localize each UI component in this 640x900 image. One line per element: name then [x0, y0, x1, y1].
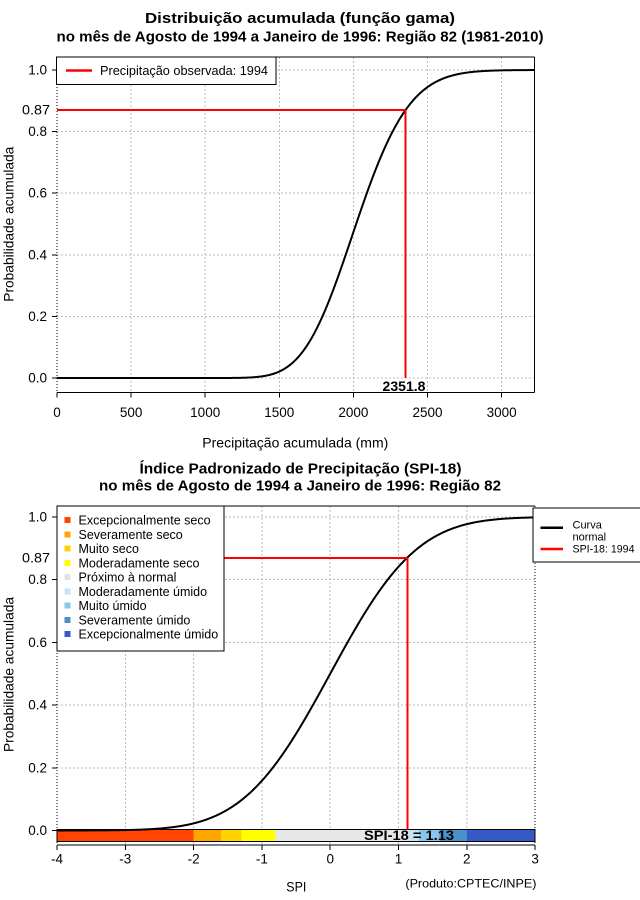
svg-text:2: 2 [463, 852, 471, 867]
svg-text:0.6: 0.6 [28, 635, 47, 650]
svg-text:Próximo à normal: Próximo à normal [79, 571, 177, 585]
svg-text:Muito úmido: Muito úmido [79, 599, 147, 613]
svg-text:0.2: 0.2 [28, 760, 47, 775]
svg-text:0.0: 0.0 [28, 823, 47, 838]
svg-text:Severamente seco: Severamente seco [79, 528, 183, 542]
svg-text:Moderadamente seco: Moderadamente seco [79, 556, 200, 570]
svg-text:1000: 1000 [190, 405, 220, 420]
svg-text:SPI-18: 1994: SPI-18: 1994 [573, 544, 635, 556]
svg-text:3: 3 [531, 852, 539, 867]
svg-text:-4: -4 [51, 852, 63, 867]
svg-text:-1: -1 [256, 852, 268, 867]
svg-text:SPI-18 = 1.13: SPI-18 = 1.13 [364, 827, 454, 843]
svg-text:no mês de Agosto de 1994 a Jan: no mês de Agosto de 1994 a Janeiro de 19… [99, 479, 501, 495]
svg-text:3000: 3000 [487, 405, 517, 420]
svg-text:Severamente úmido: Severamente úmido [79, 613, 191, 627]
svg-text:0.2: 0.2 [28, 309, 47, 324]
svg-text:0: 0 [53, 405, 61, 420]
svg-text:Excepcionalmente seco: Excepcionalmente seco [79, 514, 211, 528]
svg-text:Excepcionalmente úmido: Excepcionalmente úmido [79, 628, 219, 642]
svg-text:500: 500 [120, 405, 143, 420]
svg-text:-3: -3 [119, 852, 131, 867]
svg-text:Muito seco: Muito seco [79, 542, 139, 556]
svg-text:0.6: 0.6 [28, 186, 47, 201]
svg-text:0: 0 [326, 852, 334, 867]
svg-text:2351.8: 2351.8 [383, 378, 426, 394]
svg-text:0.87: 0.87 [22, 102, 50, 118]
svg-text:0.4: 0.4 [28, 247, 47, 262]
svg-text:0.8: 0.8 [28, 124, 47, 139]
svg-text:2500: 2500 [412, 405, 442, 420]
svg-text:1500: 1500 [264, 405, 294, 420]
svg-text:Moderadamente úmido: Moderadamente úmido [79, 585, 208, 599]
svg-text:0.8: 0.8 [28, 572, 47, 587]
svg-text:(Produto:CPTEC/INPE): (Produto:CPTEC/INPE) [405, 877, 536, 891]
svg-text:Precipitação observada: 1994: Precipitação observada: 1994 [100, 63, 268, 78]
svg-text:1: 1 [395, 852, 403, 867]
svg-text:Probabilidade acumulada: Probabilidade acumulada [1, 146, 17, 301]
svg-text:2000: 2000 [338, 405, 368, 420]
svg-text:no mês de Agosto de 1994 a Jan: no mês de Agosto de 1994 a Janeiro de 19… [57, 30, 544, 46]
svg-text:0.87: 0.87 [22, 550, 50, 566]
svg-text:1.0: 1.0 [28, 63, 47, 78]
svg-text:Distribuição acumulada (função: Distribuição acumulada (função gama) [145, 11, 455, 27]
svg-text:-2: -2 [188, 852, 200, 867]
svg-text:Índice Padronizado de Precipit: Índice Padronizado de Precipitação (SPI-… [140, 461, 462, 478]
svg-text:Curva: Curva [573, 520, 603, 532]
svg-text:0.4: 0.4 [28, 698, 47, 713]
svg-text:normal: normal [573, 532, 607, 544]
svg-text:SPI: SPI [286, 879, 306, 895]
svg-text:1.0: 1.0 [28, 510, 47, 525]
svg-text:Probabilidade acumulada: Probabilidade acumulada [1, 597, 17, 752]
svg-text:0.0: 0.0 [28, 371, 47, 386]
svg-text:Precipitação acumulada (mm): Precipitação acumulada (mm) [202, 435, 388, 451]
